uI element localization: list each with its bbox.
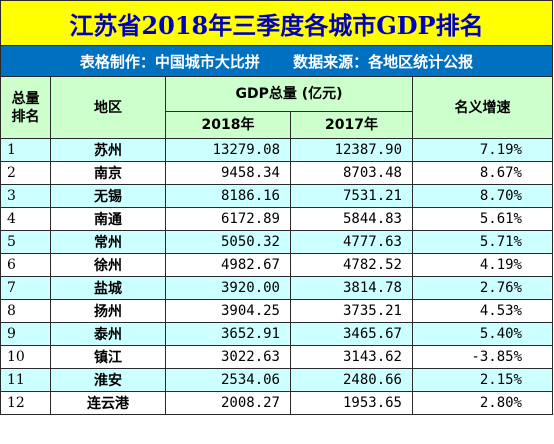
rank-cell: 11 [0,368,51,392]
city-cell: 淮安 [50,368,166,392]
gdp-2017-cell: 3735.21 [290,299,413,323]
growth-cell: 8.70% [412,184,553,208]
city-cell: 镇江 [50,345,166,369]
city-cell: 徐州 [50,253,166,277]
table-row: 5 常州 5050.32 4777.63 5.71% [0,230,553,254]
gdp-2018-cell: 4982.67 [165,253,291,277]
rank-cell: 2 [0,161,51,185]
gdp-2018-cell: 2008.27 [165,391,291,415]
rank-cell: 1 [0,138,51,162]
table-maker-label: 表格制作：中国城市大比拼 [79,52,260,71]
rank-cell: 8 [0,299,51,323]
city-cell: 常州 [50,230,166,254]
gdp-2017-cell: 4782.52 [290,253,413,277]
growth-cell: 2.80% [412,391,553,415]
gdp-2017-cell: 1953.65 [290,391,413,415]
rank-cell: 12 [0,391,51,415]
city-cell: 泰州 [50,322,166,346]
city-cell: 连云港 [50,391,166,415]
gdp-2018-cell: 9458.34 [165,161,291,185]
gdp-2017-cell: 12387.90 [290,138,413,162]
table-body: 1 苏州 13279.08 12387.90 7.19% 2 南京 9458.34 8703.4… [0,138,553,415]
rank-cell: 5 [0,230,51,254]
city-cell: 盐城 [50,276,166,300]
growth-cell: 5.61% [412,207,553,231]
gdp-2018-cell: 13279.08 [165,138,291,162]
rank-cell: 6 [0,253,51,277]
table-row: 10 镇江 3022.63 3143.62 -3.85% [0,345,553,369]
gdp-2018-cell: 2534.06 [165,368,291,392]
growth-cell: 5.40% [412,322,553,346]
city-cell: 扬州 [50,299,166,323]
growth-cell: 2.76% [412,276,553,300]
header-rank: 总量 排名 [0,76,51,139]
subtitle-bar: 表格制作：中国城市大比拼 数据来源：各地区统计公报 [0,45,553,77]
gdp-2017-cell: 3814.78 [290,276,413,300]
rank-cell: 10 [0,345,51,369]
gdp-2017-cell: 8703.48 [290,161,413,185]
rank-cell: 7 [0,276,51,300]
gdp-2018-cell: 6172.89 [165,207,291,231]
page-title: 江苏省2018年三季度各城市GDP排名 [0,0,553,46]
gdp-2017-cell: 3143.62 [290,345,413,369]
header-gdp-total: GDP总量 (亿元) [165,76,413,112]
gdp-2017-cell: 4777.63 [290,230,413,254]
header-growth: 名义增速 [412,76,553,139]
growth-cell: 4.19% [412,253,553,277]
gdp-2017-cell: 5844.83 [290,207,413,231]
table-row: 11 淮安 2534.06 2480.66 2.15% [0,368,553,392]
growth-cell: 7.19% [412,138,553,162]
table-row: 9 泰州 3652.91 3465.67 5.40% [0,322,553,346]
growth-cell: 8.67% [412,161,553,185]
table-row: 7 盐城 3920.00 3814.78 2.76% [0,276,553,300]
gdp-2018-cell: 5050.32 [165,230,291,254]
table-row: 2 南京 9458.34 8703.48 8.67% [0,161,553,185]
table-row: 8 扬州 3904.25 3735.21 4.53% [0,299,553,323]
city-cell: 无锡 [50,184,166,208]
rank-cell: 4 [0,207,51,231]
growth-cell: 5.71% [412,230,553,254]
data-source-label: 数据来源：各地区统计公报 [293,52,474,71]
gdp-2018-cell: 3022.63 [165,345,291,369]
gdp-2017-cell: 7531.21 [290,184,413,208]
table-row: 6 徐州 4982.67 4782.52 4.19% [0,253,553,277]
gdp-2018-cell: 8186.16 [165,184,291,208]
gdp-2018-cell: 3904.25 [165,299,291,323]
city-cell: 南通 [50,207,166,231]
growth-cell: 4.53% [412,299,553,323]
table-row: 1 苏州 13279.08 12387.90 7.19% [0,138,553,162]
growth-cell: 2.15% [412,368,553,392]
gdp-2018-cell: 3652.91 [165,322,291,346]
growth-cell: -3.85% [412,345,553,369]
gdp-2017-cell: 3465.67 [290,322,413,346]
table-row: 4 南通 6172.89 5844.83 5.61% [0,207,553,231]
table-row: 12 连云港 2008.27 1953.65 2.80% [0,391,553,415]
gdp-2018-cell: 3920.00 [165,276,291,300]
city-cell: 南京 [50,161,166,185]
rank-cell: 9 [0,322,51,346]
rank-cell: 3 [0,184,51,208]
table-row: 3 无锡 8186.16 7531.21 8.70% [0,184,553,208]
header-year-2017: 2017年 [290,111,413,139]
header-region: 地区 [50,76,166,139]
city-cell: 苏州 [50,138,166,162]
gdp-table: 江苏省2018年三季度各城市GDP排名 表格制作：中国城市大比拼 数据来源：各地… [0,0,553,415]
gdp-2017-cell: 2480.66 [290,368,413,392]
header-year-2018: 2018年 [165,111,291,139]
